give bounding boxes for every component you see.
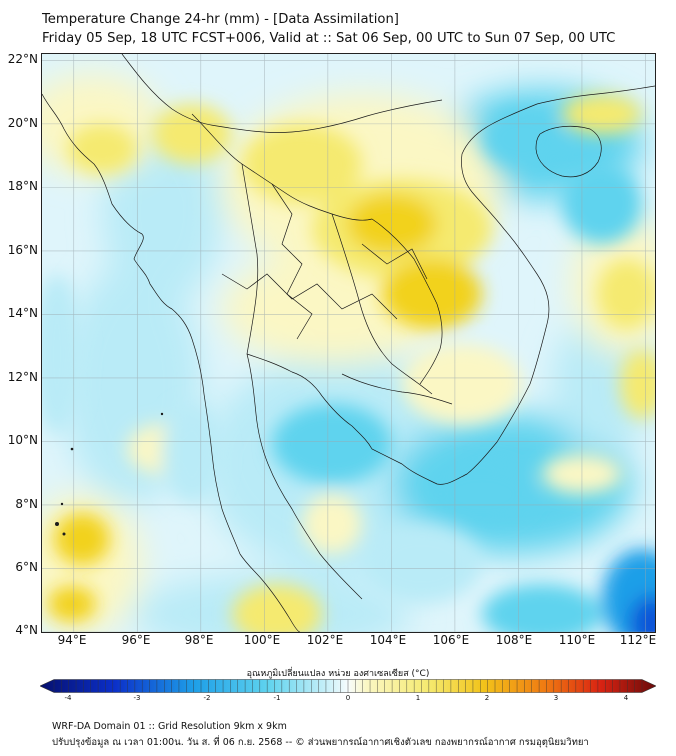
border-thailand-laos xyxy=(331,213,433,395)
lon-label-110e: 110°E xyxy=(558,633,596,647)
colorbar xyxy=(40,679,656,693)
graticule xyxy=(42,54,655,632)
lat-label-22n: 22°N xyxy=(7,52,38,66)
colorbar-ticks xyxy=(53,679,643,693)
lat-label-18n: 18°N xyxy=(7,179,38,193)
border-china-north xyxy=(121,54,443,133)
colorbar-tick-label: -2 xyxy=(203,694,211,702)
hainan-island xyxy=(535,125,602,178)
lon-label-104e: 104°E xyxy=(369,633,407,647)
temperature-field-detail xyxy=(42,94,655,632)
vietnam-south-coast xyxy=(401,323,548,485)
title-line-2: Friday 05 Sep, 18 UTC FCST+006, Valid at… xyxy=(42,31,616,46)
footer-model-info: WRF-DA Domain 01 :: Grid Resolution 9km … xyxy=(52,721,287,732)
lat-label-6n: 6°N xyxy=(15,560,38,574)
province-boundaries xyxy=(271,183,313,340)
lon-label-102e: 102°E xyxy=(306,633,344,647)
province-boundaries-3 xyxy=(361,243,428,280)
colorbar-tick-label: 3 xyxy=(553,694,559,702)
lat-label-10n: 10°N xyxy=(7,433,38,447)
border-cambodia xyxy=(341,373,453,405)
lat-label-12n: 12°N xyxy=(7,370,38,384)
lon-label-106e: 106°E xyxy=(432,633,470,647)
lat-label-16n: 16°N xyxy=(7,243,38,257)
andaman-coast xyxy=(171,308,241,555)
colorbar-tick-label: 0 xyxy=(345,694,351,702)
footer-credit: ปรับปรุงข้อมูล ณ เวลา 01:00น. วัน ส. ที่… xyxy=(52,737,589,748)
lon-label-94e: 94°E xyxy=(57,633,87,647)
vietnam-north-coast xyxy=(461,103,550,325)
lon-label-108e: 108°E xyxy=(495,633,533,647)
colorbar-title: อุณหภูมิเปลี่ยนแปลง หน่วย องศาเซลเซียส (… xyxy=(246,669,430,679)
title-line-1: Temperature Change 24-hr (mm) - [Data As… xyxy=(42,12,399,27)
colorbar-tick-label: -3 xyxy=(133,694,141,702)
lon-label-112e: 112°E xyxy=(619,633,657,647)
colorbar-tick-label: -4 xyxy=(64,694,72,702)
islands xyxy=(55,412,164,536)
myanmar-west-coast xyxy=(42,93,173,310)
china-coast xyxy=(536,85,655,105)
temperature-field-map xyxy=(42,54,655,632)
province-boundaries-2 xyxy=(221,273,398,320)
colorbar-tick-label: 2 xyxy=(484,694,490,702)
lon-label-98e: 98°E xyxy=(184,633,214,647)
lat-label-4n: 4°N xyxy=(15,623,38,637)
map-panel xyxy=(41,53,656,633)
lon-label-100e: 100°E xyxy=(243,633,281,647)
border-thailand-myanmar xyxy=(241,163,259,355)
border-myanmar-laos xyxy=(191,113,373,221)
coastlines-and-borders xyxy=(42,54,655,632)
colorbar-tick-label: 1 xyxy=(415,694,421,702)
colorbar-tick-label: -1 xyxy=(273,694,281,702)
peninsula-south xyxy=(239,553,301,632)
gulf-north-coast xyxy=(246,353,403,465)
map-title: Temperature Change 24-hr (mm) - [Data As… xyxy=(42,10,615,48)
lat-label-20n: 20°N xyxy=(7,116,38,130)
lat-label-14n: 14°N xyxy=(7,306,38,320)
lat-label-8n: 8°N xyxy=(15,497,38,511)
lon-label-96e: 96°E xyxy=(121,633,151,647)
border-laos-vietnam xyxy=(371,218,443,385)
gulf-west-coast xyxy=(246,353,363,600)
colorbar-tick-label: 4 xyxy=(623,694,629,702)
